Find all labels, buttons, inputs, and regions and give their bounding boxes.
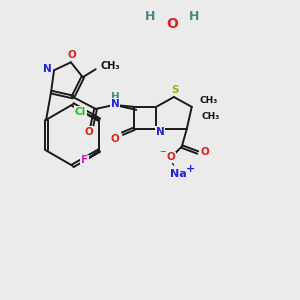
Text: O: O bbox=[200, 148, 209, 158]
Text: CH₃: CH₃ bbox=[200, 97, 218, 106]
Text: O: O bbox=[110, 134, 119, 144]
Text: F: F bbox=[81, 155, 88, 165]
Text: N: N bbox=[156, 127, 164, 137]
Text: O: O bbox=[84, 127, 93, 137]
Text: H: H bbox=[188, 10, 199, 23]
Text: N: N bbox=[111, 99, 120, 109]
Text: O: O bbox=[167, 152, 175, 162]
Text: H: H bbox=[145, 10, 155, 23]
Text: H: H bbox=[111, 92, 120, 102]
Text: ⁻: ⁻ bbox=[159, 148, 165, 161]
Text: +: + bbox=[186, 164, 195, 174]
Text: S: S bbox=[171, 85, 179, 95]
Text: O: O bbox=[68, 50, 76, 60]
Text: CH₃: CH₃ bbox=[202, 112, 220, 121]
Text: Na: Na bbox=[169, 169, 186, 179]
Text: CH₃: CH₃ bbox=[100, 61, 120, 71]
Text: Cl: Cl bbox=[75, 107, 86, 117]
Text: N: N bbox=[43, 64, 52, 74]
Text: O: O bbox=[166, 17, 178, 31]
